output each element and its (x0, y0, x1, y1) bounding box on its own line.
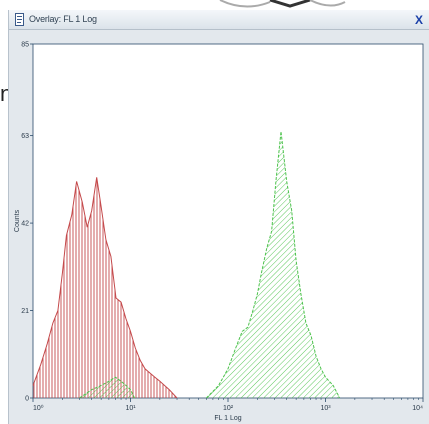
y-tick-label: 21 (21, 308, 29, 315)
series-0-fill (33, 177, 177, 398)
y-tick-label: 85 (21, 42, 29, 49)
cropped-decoration (219, 0, 346, 8)
overlay-window: Overlay: FL 1 Log X 0 21 42 63 85 10⁰ 10¹ 10² 1… (8, 10, 429, 424)
document-icon (15, 13, 24, 26)
x-tick-label: 10⁴ (412, 405, 423, 412)
x-tick-label: 10² (223, 405, 234, 412)
y-axis-label: Counts (14, 209, 21, 232)
series-layer (32, 131, 341, 399)
y-axis: 0 21 42 63 85 (21, 42, 33, 403)
window-title: Overlay: FL 1 Log (29, 14, 97, 24)
histogram-chart: 0 21 42 63 85 10⁰ 10¹ 10² 10³ 10⁴ Counts FL 1 Lo… (14, 42, 424, 422)
x-tick-label: 10⁰ (33, 404, 44, 412)
y-tick-label: 42 (21, 221, 29, 228)
partial-side-text: n (0, 82, 8, 106)
series-1-fill (206, 131, 340, 398)
x-axis-label: FL 1 Log (214, 415, 241, 422)
x-tick-label: 10³ (320, 405, 331, 412)
x-tick-label: 10¹ (125, 405, 136, 412)
title-bar[interactable]: Overlay: FL 1 Log X (9, 10, 429, 30)
series-2-line (79, 376, 135, 399)
series-2-fill (79, 377, 135, 398)
y-tick-label: 63 (21, 133, 29, 140)
series-1-line (206, 131, 341, 399)
y-tick-label: 0 (25, 396, 29, 403)
series-0-line (32, 177, 178, 399)
x-axis: 10⁰ 10¹ 10² 10³ 10⁴ (32, 398, 424, 412)
close-icon[interactable]: X (414, 13, 423, 27)
